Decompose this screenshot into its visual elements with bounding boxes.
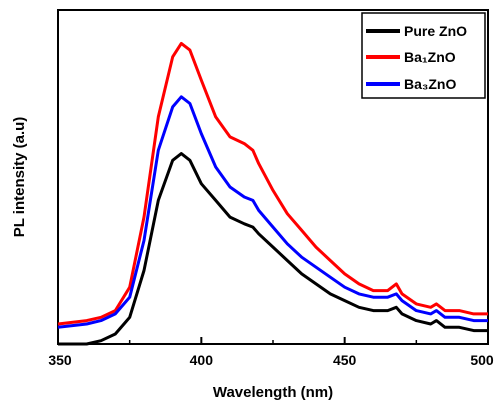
series-line-ba-zno xyxy=(57,95,488,329)
legend-label-ba1zno: Ba₁ZnO xyxy=(404,49,456,65)
legend-label-pure-zno: Pure ZnO xyxy=(404,23,467,39)
y-axis-label: PL intensity (a.u) xyxy=(11,117,28,238)
series-line-pure-zno xyxy=(58,152,488,346)
series-layer xyxy=(57,41,488,346)
x-tick-label: 450 xyxy=(333,352,357,368)
legend: Pure ZnO Ba₁ZnO Ba₃ZnO xyxy=(361,12,486,99)
x-axis-label: Wavelength (nm) xyxy=(213,384,333,401)
x-tick-label: 350 xyxy=(48,352,72,368)
x-tick-label: 400 xyxy=(190,352,214,368)
x-axis-ticks xyxy=(57,337,489,344)
x-tick-label: 500 xyxy=(470,352,494,368)
x-axis-tick-labels: 350 400 450 500 xyxy=(48,352,494,368)
legend-label-ba3zno: Ba₃ZnO xyxy=(404,76,456,92)
series-line-ba-zno xyxy=(57,41,488,326)
